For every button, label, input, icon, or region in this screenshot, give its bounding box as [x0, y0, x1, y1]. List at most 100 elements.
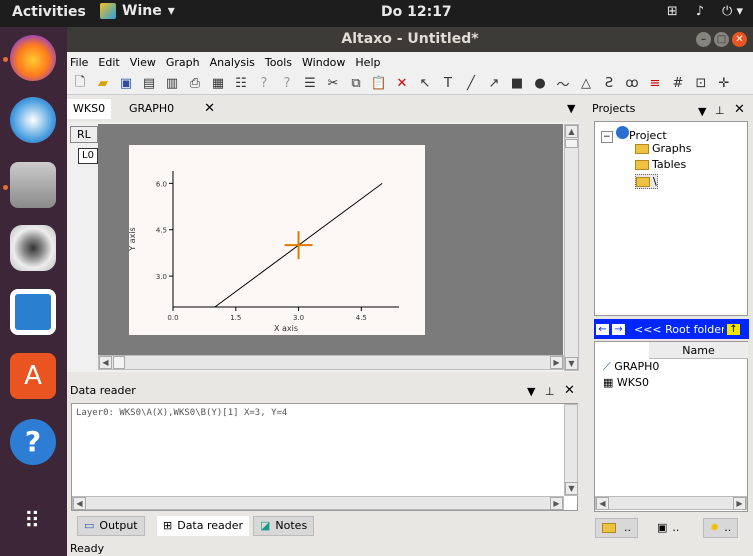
show-apps-icon[interactable]: ⠿: [23, 509, 43, 534]
forward-icon[interactable]: →: [612, 323, 625, 335]
new-worksheet-icon[interactable]: ▤: [142, 76, 156, 91]
new-graph-icon[interactable]: ▥: [165, 76, 179, 91]
tab-wks0[interactable]: WKS0: [67, 99, 112, 119]
new-file-icon[interactable]: 🗋: [74, 74, 86, 90]
root-folder-label[interactable]: <<< Root folder...: [634, 322, 724, 336]
system-tray[interactable]: ⊞ ♪ ⏻ ▾: [667, 4, 743, 19]
grid-icon[interactable]: #: [672, 76, 684, 91]
scroll-up-icon[interactable]: ▲: [565, 125, 578, 138]
menu-file[interactable]: File: [70, 56, 89, 69]
graph-hscroll[interactable]: ◀ ▶: [98, 355, 564, 370]
rectangle-tool-icon[interactable]: ■: [510, 76, 524, 91]
volume-icon[interactable]: ♪: [695, 4, 705, 19]
scroll-down-icon[interactable]: ▼: [565, 357, 578, 370]
tab-data-reader[interactable]: ⊞ Data reader: [157, 516, 250, 536]
panel-menu-icon[interactable]: ▼: [527, 385, 536, 398]
scroll-left-icon[interactable]: ◀: [99, 356, 112, 369]
panel-menu-icon[interactable]: ▼: [698, 105, 707, 118]
scroll-thumb[interactable]: [113, 356, 125, 369]
scroll-left-icon[interactable]: ◀: [596, 497, 609, 510]
scroll-left-icon[interactable]: ◀: [73, 497, 86, 510]
freeform-tool-icon[interactable]: ꝏ: [625, 76, 639, 91]
software-center-icon[interactable]: A: [10, 353, 56, 399]
text-tool-icon[interactable]: T: [444, 76, 452, 91]
arrow-tool-icon[interactable]: ↗: [488, 76, 500, 91]
copy-icon[interactable]: ⧉: [351, 76, 361, 91]
tree-project[interactable]: − Project: [601, 126, 667, 143]
tab-notes[interactable]: ◪ Notes: [253, 516, 315, 536]
maximize-icon[interactable]: □: [714, 32, 729, 47]
clock[interactable]: Do 12:17: [381, 4, 452, 20]
list-item-wks0[interactable]: ▦ WKS0: [603, 376, 649, 389]
tab-graph0[interactable]: GRAPH0 ✕: [123, 99, 221, 119]
pin-icon[interactable]: ⊥: [715, 104, 725, 117]
name-column-header[interactable]: Name: [649, 342, 748, 359]
crosshair-tool-icon[interactable]: ✛: [718, 76, 730, 91]
data-reader-text[interactable]: Layer0: WKS0\A(X),WKS0\B(Y)[1] X=3, Y=4: [76, 408, 288, 418]
spline-tool-icon[interactable]: Ƨ: [604, 76, 614, 91]
window-titlebar[interactable]: Altaxo - Untitled* – □ ✕: [67, 27, 753, 52]
curve-tool-icon[interactable]: 〜: [556, 78, 570, 93]
reader-vscroll[interactable]: ▼: [564, 404, 578, 496]
scroll-right-icon[interactable]: ▶: [733, 497, 746, 510]
menu-analysis[interactable]: Analysis: [209, 56, 255, 69]
pointer-tool-icon[interactable]: ↖: [419, 76, 431, 91]
folder-up-icon[interactable]: ↑: [727, 323, 740, 335]
tree-graphs[interactable]: Graphs: [635, 142, 691, 155]
scroll-right-icon[interactable]: ▶: [550, 356, 563, 369]
save-icon[interactable]: ▣: [119, 76, 133, 91]
pin-icon[interactable]: ⊥: [545, 385, 555, 398]
menu-edit[interactable]: Edit: [98, 56, 120, 69]
equation-tool-icon[interactable]: ≡: [649, 76, 661, 91]
layer-l0-button[interactable]: L0: [78, 148, 98, 164]
menu-graph[interactable]: Graph: [165, 56, 200, 69]
cut-icon[interactable]: ✂: [327, 76, 339, 91]
list-item-graph0[interactable]: ⟋ GRAPH0: [603, 360, 659, 374]
paste-icon[interactable]: 📋: [370, 76, 388, 91]
tree-tables[interactable]: Tables: [635, 158, 686, 171]
tab-project-explorer[interactable]: ..: [595, 518, 638, 538]
back-icon[interactable]: ←: [596, 323, 609, 335]
firefox-icon[interactable]: [10, 35, 56, 81]
thunderbird-icon[interactable]: [10, 97, 56, 143]
menu-tools[interactable]: Tools: [264, 56, 293, 69]
graph-vscroll[interactable]: ▲ ▼: [564, 124, 579, 371]
scroll-thumb[interactable]: [565, 139, 578, 148]
close-icon[interactable]: ✕: [732, 32, 747, 47]
scroll-right-icon[interactable]: ▶: [550, 497, 563, 510]
print-icon[interactable]: ⎙: [189, 76, 201, 91]
delete-icon[interactable]: ✕: [396, 76, 408, 91]
rl-button[interactable]: RL: [70, 126, 98, 143]
triangle-tool-icon[interactable]: △: [581, 76, 591, 91]
properties-icon[interactable]: ☷: [235, 76, 247, 91]
network-icon[interactable]: ⊞: [666, 4, 678, 19]
tab-output[interactable]: ▭ Output: [77, 516, 145, 536]
power-icon[interactable]: ⏻ ▾: [722, 4, 743, 19]
app-menu[interactable]: Wine ▾: [100, 3, 175, 19]
close-tab-icon[interactable]: ✕: [204, 101, 216, 116]
collapse-icon[interactable]: −: [601, 131, 613, 143]
line-tool-icon[interactable]: ╱: [467, 76, 475, 91]
menu-view[interactable]: View: [129, 56, 156, 69]
layout-icon[interactable]: ☰: [304, 76, 316, 91]
minimize-icon[interactable]: –: [696, 32, 711, 47]
context-help-icon[interactable]: ?: [283, 76, 291, 91]
menu-help[interactable]: Help: [355, 56, 381, 69]
line-chart[interactable]: 0.0 1.5 3.0 4.5 6.0 4.5 3.0 X axis Y axis: [128, 145, 425, 335]
scroll-down-icon[interactable]: ▼: [565, 482, 578, 495]
reader-tool-icon[interactable]: ⊡: [695, 76, 707, 91]
help-tool-icon[interactable]: ?: [260, 76, 268, 91]
writer-icon[interactable]: [10, 289, 56, 335]
list-hscroll[interactable]: ◀ ▶: [595, 496, 747, 510]
print-preview-icon[interactable]: ▦: [211, 76, 225, 91]
help-icon[interactable]: ?: [10, 419, 56, 465]
tab-other[interactable]: ✹..: [703, 518, 739, 538]
panel-close-icon[interactable]: ✕: [564, 383, 575, 398]
tab-dropdown-icon[interactable]: ▼: [567, 102, 576, 115]
tree-root[interactable]: \: [635, 174, 658, 189]
activities-button[interactable]: Activities: [12, 4, 86, 20]
tab-properties[interactable]: ▣..: [651, 518, 685, 538]
files-icon[interactable]: [10, 162, 56, 208]
open-folder-icon[interactable]: ▰: [98, 76, 108, 91]
ellipse-tool-icon[interactable]: ●: [534, 76, 546, 91]
